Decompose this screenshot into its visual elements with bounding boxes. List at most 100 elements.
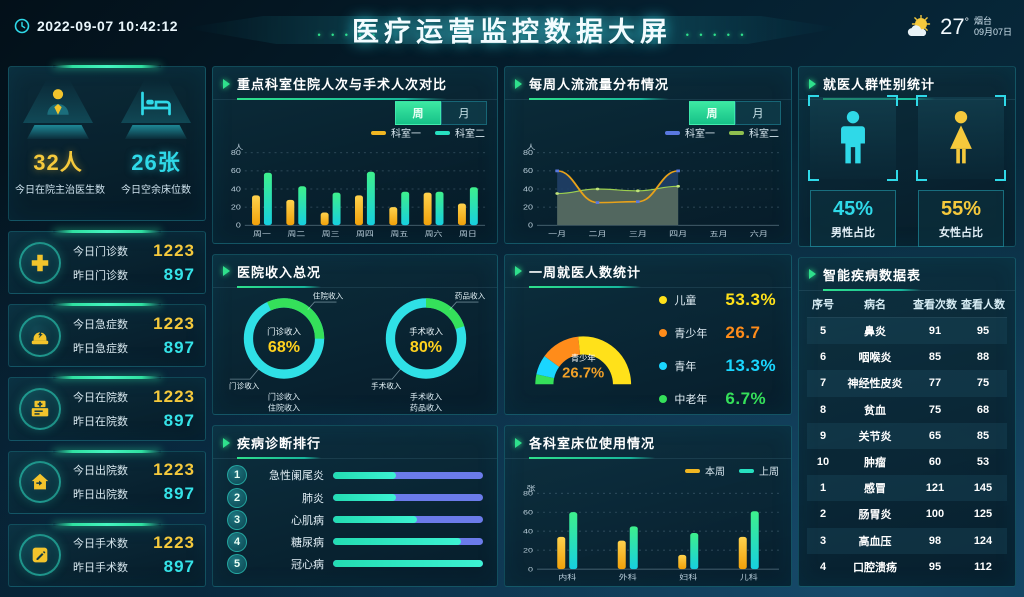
doctor-icon	[15, 81, 101, 123]
svg-text:20: 20	[523, 203, 534, 211]
rank-list: 1 急性阑尾炎 2 肺炎 3 心肌病 4 糖尿病 5 冠心病	[213, 457, 497, 586]
table-cell: 神经性皮炎	[847, 378, 903, 391]
table-cell: 124	[973, 534, 993, 547]
chart-legend: 科室一 科室二	[665, 125, 779, 140]
left-sidebar: 32人 今日在院主治医生数 26张 今日空余床位数 今日门诊数 1223 昨日门诊数…	[8, 66, 206, 587]
table-row: 1 感冒 121 145	[807, 475, 1007, 502]
chart-legend: 本周 上周	[685, 463, 779, 478]
rank-row: 2 肺炎	[227, 487, 483, 508]
table-row: 5 鼻炎 91 95	[807, 317, 1007, 345]
table-cell: 4	[819, 560, 827, 573]
panel-arrow-icon	[515, 78, 522, 89]
legend-item[interactable]: 本周	[685, 463, 725, 478]
gauge-legend-item[interactable]: 中老年 6.7%	[659, 389, 783, 409]
svg-text:三月: 三月	[629, 230, 647, 238]
panel-arrow-icon	[809, 269, 816, 280]
tab-周[interactable]: 周	[689, 101, 735, 125]
tab-月[interactable]: 月	[735, 101, 781, 125]
panel-gender: 就医人群性别统计 45% 男性占比	[798, 66, 1016, 247]
stat-yday-label: 昨日门诊数	[73, 269, 128, 282]
svg-text:一月: 一月	[548, 230, 566, 238]
panel-weekly-patients: 一周就医人数统计 青少年 26.7% 儿童 53.3% 青少年 26.7 青年 13.3% 中…	[504, 253, 792, 416]
table-cell: 98	[928, 534, 942, 547]
stat-yday-label: 昨日手术数	[73, 562, 128, 575]
svg-text:周一: 周一	[253, 230, 271, 238]
svg-text:80: 80	[231, 149, 242, 157]
table-cell: 65	[928, 429, 942, 442]
deco-dots-right: • • • • •	[685, 30, 748, 40]
donut-outpatient-income: 门诊收入 68% 住院收入 门诊收入 门诊收入 住院收入	[213, 286, 355, 415]
table-cell: 鼻炎	[864, 326, 886, 339]
gauge-legend-item[interactable]: 儿童 53.3%	[659, 290, 783, 310]
header-decoration	[184, 16, 840, 44]
sun-cloud-icon	[907, 15, 931, 36]
svg-text:人: 人	[527, 144, 536, 152]
disease-table: 序号 病名 查看次数 查看人数 5 鼻炎 91 95 6 咽喉炎 85 88 7 神经性皮炎 77 75 8 贫…	[807, 292, 1007, 580]
gauge-legend-item[interactable]: 青年 13.3%	[659, 356, 783, 376]
table-row: 10 肿瘤 60 53	[807, 449, 1007, 475]
rank-bar	[333, 538, 483, 546]
table-cell: 3	[819, 534, 827, 547]
page-title: 医疗运营监控数据大屏	[352, 17, 672, 47]
cross-icon	[19, 241, 61, 284]
panel-bed-usage: 各科室床位使用情况 本周 上周 0 20 40 60 80 张内科 外科 妇科 儿科	[504, 425, 792, 587]
svg-text:门诊收入: 门诊收入	[267, 326, 301, 336]
stat-panel-cross: 今日门诊数 1223 昨日门诊数 897	[8, 231, 206, 295]
svg-text:周二: 周二	[287, 230, 305, 238]
rank-disease-name: 肺炎	[302, 492, 324, 505]
rank-disease-name: 心肌病	[291, 514, 324, 527]
legend-item[interactable]: 科室二	[435, 125, 485, 140]
svg-text:40: 40	[523, 528, 534, 536]
summary-doctors: 32人 今日在院主治医生数	[15, 79, 105, 196]
table-cell: 60	[928, 456, 942, 469]
legend-item[interactable]: 上周	[739, 463, 779, 478]
svg-text:80: 80	[523, 149, 534, 157]
panel-disease-rank: 疾病诊断排行 1 急性阑尾炎 2 肺炎 3 心肌病 4 糖尿病 5 冠心病	[212, 425, 498, 587]
tab-月[interactable]: 月	[441, 101, 487, 125]
stat-yday-value: 897	[163, 484, 195, 504]
table-row: 7 神经性皮炎 77 75	[807, 370, 1007, 397]
weather-meta: 烟台 09月07日	[974, 16, 1012, 39]
period-tabs[interactable]: 周月	[689, 101, 781, 125]
table-header-cell: 病名	[864, 299, 886, 312]
panel-arrow-icon	[515, 266, 522, 277]
svg-text:药品收入: 药品收入	[410, 402, 442, 412]
table-cell: 肿瘤	[864, 457, 886, 470]
male-icon-frame	[808, 94, 898, 181]
table-cell: 95	[976, 325, 990, 338]
legend-item[interactable]: 科室一	[665, 125, 715, 140]
stat-yday-value: 897	[163, 337, 195, 357]
gauge-legend-item[interactable]: 青少年 26.7	[659, 323, 783, 343]
stat-today-value: 1223	[153, 313, 195, 333]
table-row: 2 肠胃炎 100 125	[807, 501, 1007, 527]
stat-today-value: 1223	[153, 533, 195, 553]
svg-text:门诊收入: 门诊收入	[268, 391, 300, 401]
svg-text:60: 60	[231, 167, 242, 175]
panel-arrow-icon	[223, 78, 230, 89]
legend-item[interactable]: 科室二	[729, 125, 779, 140]
stat-today-value: 1223	[153, 387, 195, 407]
stat-yday-value: 897	[163, 411, 195, 431]
summary-beds: 26张 今日空余床位数	[113, 79, 199, 196]
temperature: 27°	[940, 14, 969, 39]
stat-today-value: 1223	[153, 240, 195, 260]
legend-item[interactable]: 科室一	[371, 125, 421, 140]
svg-text:0: 0	[528, 566, 534, 574]
stat-yday-value: 897	[163, 557, 195, 577]
table-cell: 75	[976, 377, 990, 390]
table-row: 4 口腔溃疡 95 112	[807, 554, 1007, 580]
rank-number: 2	[227, 487, 247, 508]
panel-header: 一周就医人数统计	[505, 255, 791, 288]
table-header-cell: 查看次数	[913, 299, 957, 312]
svg-text:青少年: 青少年	[571, 354, 596, 364]
table-cell: 6	[819, 351, 827, 364]
tab-周[interactable]: 周	[395, 101, 441, 125]
gender-male-card: 45% 男性占比	[808, 94, 898, 247]
period-tabs[interactable]: 周月	[395, 101, 487, 125]
svg-text:六月: 六月	[750, 229, 768, 238]
table-row: 3 高血压 98 124	[807, 527, 1007, 554]
table-cell: 68	[976, 403, 990, 416]
panel-arrow-icon	[223, 266, 230, 277]
